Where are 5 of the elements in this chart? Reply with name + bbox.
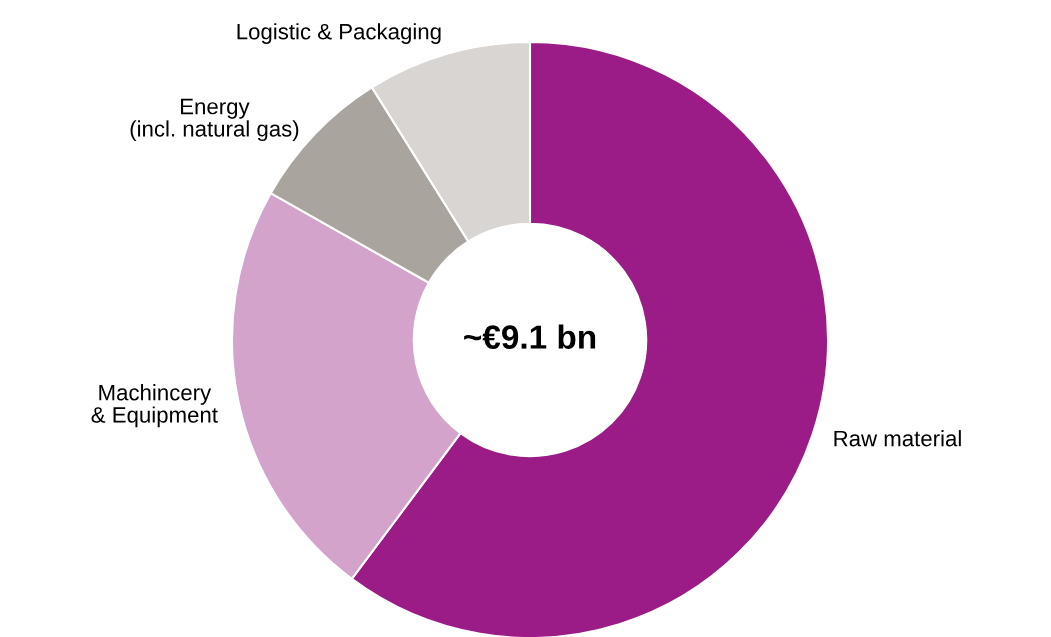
slice-label: Machincery & Equipment: [91, 384, 218, 428]
slice-label: Logistic & Packaging: [237, 23, 441, 44]
slice-label: Energy (incl. natural gas): [130, 98, 299, 142]
slice-label: Raw material: [834, 430, 961, 447]
text: ~€9.1 bn: [464, 324, 596, 349]
